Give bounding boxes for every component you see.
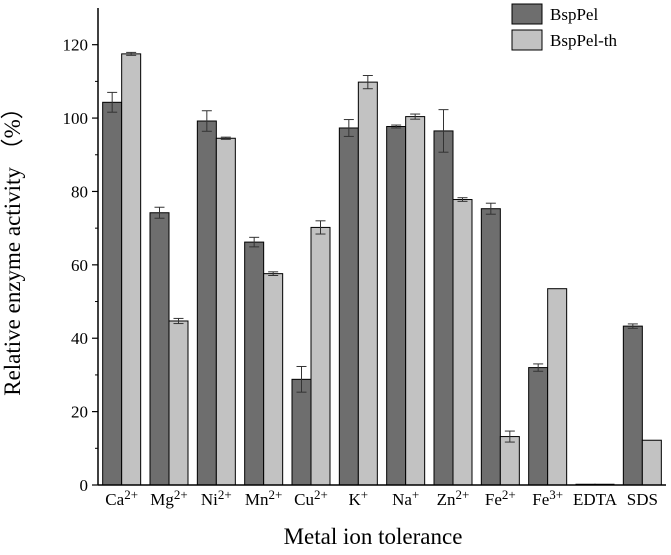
y-tick-label-80: 80	[71, 182, 88, 201]
x-tick-label-2: Ni2+	[201, 487, 232, 509]
x-tick-label-7: Zn2+	[437, 487, 470, 509]
error-bar-bsppel-th-5	[362, 75, 373, 90]
bar-bsppel-th-2	[215, 137, 236, 486]
error-bar-bsppel-th-8	[504, 430, 515, 443]
bar-bsppel-th-3	[263, 273, 284, 486]
legend-label-bsppel-th: BspPel-th	[550, 31, 618, 50]
error-bar-bsppel-2	[201, 110, 212, 132]
bar-bsppel-th-7	[452, 199, 473, 486]
bar-bsppel-th-11	[641, 439, 662, 486]
x-tick-label-4: Cu2+	[294, 487, 328, 509]
error-bar-bsppel-th-1	[173, 317, 184, 325]
bar-bsppel-th-6	[405, 116, 426, 486]
bar-bsppel-th-9	[547, 288, 568, 486]
error-bar-bsppel-5	[343, 119, 354, 137]
error-bar-bsppel-8	[485, 202, 496, 215]
legend-swatch-bsppel	[511, 3, 543, 25]
y-tick-label-0: 0	[80, 476, 89, 495]
axes-layer: 0 20 40 60 80 100 120 Ca2+ Mg2+ Ni2+ Mn2+ Cu2+ K+ Na+…	[63, 8, 666, 509]
y-tick-label-60: 60	[71, 256, 88, 275]
bar-bsppel-11	[622, 325, 643, 486]
bar-bsppel-0	[102, 101, 123, 486]
x-tick-label-11: SDS	[627, 490, 658, 509]
bar-bsppel-4	[291, 378, 312, 486]
error-bar-bsppel-th-0	[126, 51, 137, 56]
error-bar-bsppel-th-6	[410, 113, 421, 120]
error-bar-bsppel-11	[627, 323, 638, 329]
y-tick-label-120: 120	[63, 36, 89, 55]
y-tick-label-100: 100	[63, 109, 89, 128]
x-tick-label-3: Mn2+	[245, 487, 282, 509]
bar-bsppel-th-5	[357, 81, 378, 486]
error-bar-bsppel-th-4	[315, 220, 326, 235]
x-tick-label-8: Fe2+	[485, 487, 516, 509]
error-bar-bsppel-0	[107, 91, 118, 113]
y-tick-label-20: 20	[71, 403, 88, 422]
error-bar-bsppel-9	[533, 363, 544, 372]
y-tick-label-40: 40	[71, 329, 88, 348]
bar-bsppel-1	[149, 212, 170, 486]
y-axis-title: Relative enzyme activity （%）	[0, 96, 25, 396]
bar-bsppel-th-1	[168, 320, 189, 486]
error-bar-bsppel-th-3	[268, 271, 279, 276]
bar-bsppel-9	[528, 367, 549, 486]
x-tick-label-5: K+	[349, 487, 369, 509]
error-bar-bsppel-4	[296, 365, 307, 393]
bar-bsppel-2	[196, 120, 217, 486]
error-bar-bsppel-7	[438, 109, 449, 153]
bars-layer	[102, 51, 662, 486]
legend-swatch-bsppel-th	[511, 29, 543, 51]
bar-bsppel-th-8	[499, 436, 520, 486]
error-bar-bsppel-th-7	[457, 197, 468, 202]
error-bar-bsppel-3	[249, 236, 260, 248]
x-tick-label-6: Na+	[392, 487, 419, 509]
bar-bsppel-5	[338, 127, 359, 486]
legend: BspPel BspPel-th	[511, 3, 618, 51]
error-bar-bsppel-1	[154, 206, 165, 219]
bar-bsppel-6	[386, 126, 407, 486]
bar-bsppel-th-0	[121, 53, 142, 486]
x-tick-label-1: Mg2+	[150, 487, 187, 509]
bar-bsppel-3	[244, 241, 265, 486]
x-tick-label-0: Ca2+	[105, 487, 138, 509]
x-tick-label-10: EDTA	[573, 490, 618, 509]
x-tick-label-9: Fe3+	[532, 487, 563, 509]
bar-bsppel-th-4	[310, 226, 331, 486]
x-axis-title: Metal ion tolerance	[284, 524, 463, 549]
error-bar-bsppel-th-2	[220, 136, 231, 140]
bar-bsppel-7	[433, 130, 454, 486]
legend-label-bsppel: BspPel	[550, 5, 598, 24]
bar-bsppel-8	[480, 208, 501, 486]
error-bar-bsppel-6	[391, 124, 402, 129]
